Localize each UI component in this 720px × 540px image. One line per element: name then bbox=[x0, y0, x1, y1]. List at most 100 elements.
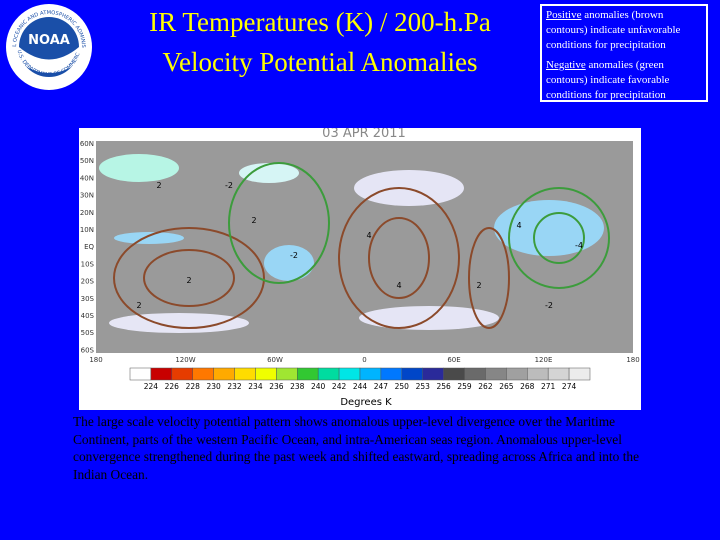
contour bbox=[508, 187, 610, 289]
lat-label: EQ bbox=[84, 243, 94, 251]
colorbar-box bbox=[380, 367, 403, 381]
cloud bbox=[109, 313, 249, 333]
lat-label: 20N bbox=[80, 209, 94, 217]
contour-label: -2 bbox=[290, 251, 298, 260]
logo-text: NOAA bbox=[28, 33, 70, 48]
lon-label: 120E bbox=[535, 356, 553, 364]
logo-wave bbox=[19, 47, 79, 73]
lat-label: 30N bbox=[80, 192, 94, 200]
colorbar-label: 234 bbox=[248, 382, 263, 391]
colorbar-label: 247 bbox=[374, 382, 389, 391]
contour bbox=[113, 227, 265, 329]
body-text: The large scale velocity potential patte… bbox=[73, 414, 640, 482]
lon-label: 60W bbox=[267, 356, 283, 364]
lon-label: 120W bbox=[175, 356, 195, 364]
lon-label: 0 bbox=[362, 356, 366, 364]
lat-label: 60S bbox=[81, 346, 95, 354]
colorbar-label: 259 bbox=[457, 382, 472, 391]
colorbar-label: 253 bbox=[416, 382, 431, 391]
negative-text: anomalies (green contours) indicate favo… bbox=[546, 59, 670, 101]
colorbar-label: 262 bbox=[478, 382, 493, 391]
colorbar-box bbox=[213, 367, 235, 381]
colorbar-label: 230 bbox=[206, 382, 221, 391]
title-line: Velocity Potential Anomalies bbox=[162, 47, 478, 77]
lat-label: 30S bbox=[81, 295, 95, 303]
colorbar-label: 236 bbox=[269, 382, 284, 391]
colorbar-box bbox=[359, 367, 382, 381]
lon-label: 180 bbox=[626, 356, 639, 364]
contour-label: 4 bbox=[396, 281, 401, 290]
colorbar-label: 250 bbox=[395, 382, 410, 391]
colorbar-box bbox=[276, 367, 298, 381]
colorbar-box bbox=[443, 367, 465, 381]
lat-label: 20S bbox=[81, 278, 95, 286]
cloud bbox=[494, 200, 604, 256]
lat-label: 10N bbox=[80, 226, 94, 234]
colorbar-box bbox=[255, 367, 277, 381]
note-positive: Positive anomalies (brown contours) indi… bbox=[546, 8, 702, 53]
colorbar-box bbox=[129, 367, 152, 381]
lon-label: 180 bbox=[89, 356, 102, 364]
map-image: 03 APR 2011 60N 50N 40N 30N 20N 10N EQ 10S 20S 30… bbox=[79, 128, 641, 410]
lat-label: 50S bbox=[81, 329, 95, 337]
contour bbox=[368, 217, 430, 299]
contour-label: 2 bbox=[186, 276, 191, 285]
cloud bbox=[239, 163, 299, 183]
positive-word: Positive bbox=[546, 9, 582, 21]
contour bbox=[143, 249, 235, 307]
contour bbox=[228, 162, 330, 284]
contour bbox=[533, 212, 585, 264]
colorbar-box bbox=[192, 367, 214, 381]
colorbar-box bbox=[568, 367, 591, 381]
colorbar-label: 256 bbox=[436, 382, 451, 391]
contour-label: -2 bbox=[225, 181, 233, 190]
contour-label: -2 bbox=[545, 301, 553, 310]
note-negative: Negative anomalies (green contours) indi… bbox=[546, 58, 702, 103]
colorbar-label: 242 bbox=[332, 382, 347, 391]
colorbar-label: 226 bbox=[165, 382, 180, 391]
colorbar-label: 228 bbox=[186, 382, 201, 391]
contour bbox=[468, 227, 510, 329]
colorbar-box bbox=[464, 367, 486, 381]
negative-word: Negative bbox=[546, 59, 586, 71]
colorbar-label: 224 bbox=[144, 382, 159, 391]
colorbar-label: 268 bbox=[520, 382, 535, 391]
contour-label: 2 bbox=[136, 301, 141, 310]
colorbar-label: 238 bbox=[290, 382, 305, 391]
cloud bbox=[99, 154, 179, 182]
lat-label: 50N bbox=[80, 157, 94, 165]
colorbar-box bbox=[297, 367, 319, 381]
colorbar-box bbox=[422, 367, 444, 381]
colorbar-label: 274 bbox=[562, 382, 577, 391]
colorbar-box bbox=[234, 367, 256, 381]
colorbar-box bbox=[171, 367, 193, 381]
lat-label: 60N bbox=[80, 140, 94, 148]
colorbar-box bbox=[317, 367, 340, 381]
colorbar-box bbox=[150, 367, 173, 381]
contour-label: 2 bbox=[251, 216, 256, 225]
contour-label: 2 bbox=[156, 181, 161, 190]
colorbar-box bbox=[485, 367, 507, 381]
colorbar-label: 232 bbox=[227, 382, 242, 391]
contour-label: 4 bbox=[516, 221, 521, 230]
lat-label: 40N bbox=[80, 174, 94, 182]
cloud bbox=[114, 232, 184, 244]
colorbar-box bbox=[547, 367, 570, 381]
colorbar-box bbox=[401, 367, 423, 381]
colorbar-label: 265 bbox=[499, 382, 514, 391]
negative-contours bbox=[228, 162, 610, 289]
noaa-logo: NATIONAL OCEANIC AND ATMOSPHERIC ADMINIS… bbox=[4, 2, 92, 90]
colorbar-label: 240 bbox=[311, 382, 326, 391]
title-line: IR Temperatures (K) / 200-h.Pa bbox=[149, 7, 491, 37]
contour-label: -4 bbox=[575, 241, 583, 250]
contour-label: 2 bbox=[476, 281, 481, 290]
cloud bbox=[264, 245, 314, 281]
note-box: Positive anomalies (brown contours) indi… bbox=[540, 4, 708, 102]
contour bbox=[338, 187, 460, 329]
colorbar-box bbox=[527, 367, 549, 381]
lon-label: 60E bbox=[447, 356, 460, 364]
lat-label: 10S bbox=[81, 260, 95, 268]
map-date: 03 APR 2011 bbox=[322, 128, 406, 141]
contour-label: 4 bbox=[366, 231, 371, 240]
